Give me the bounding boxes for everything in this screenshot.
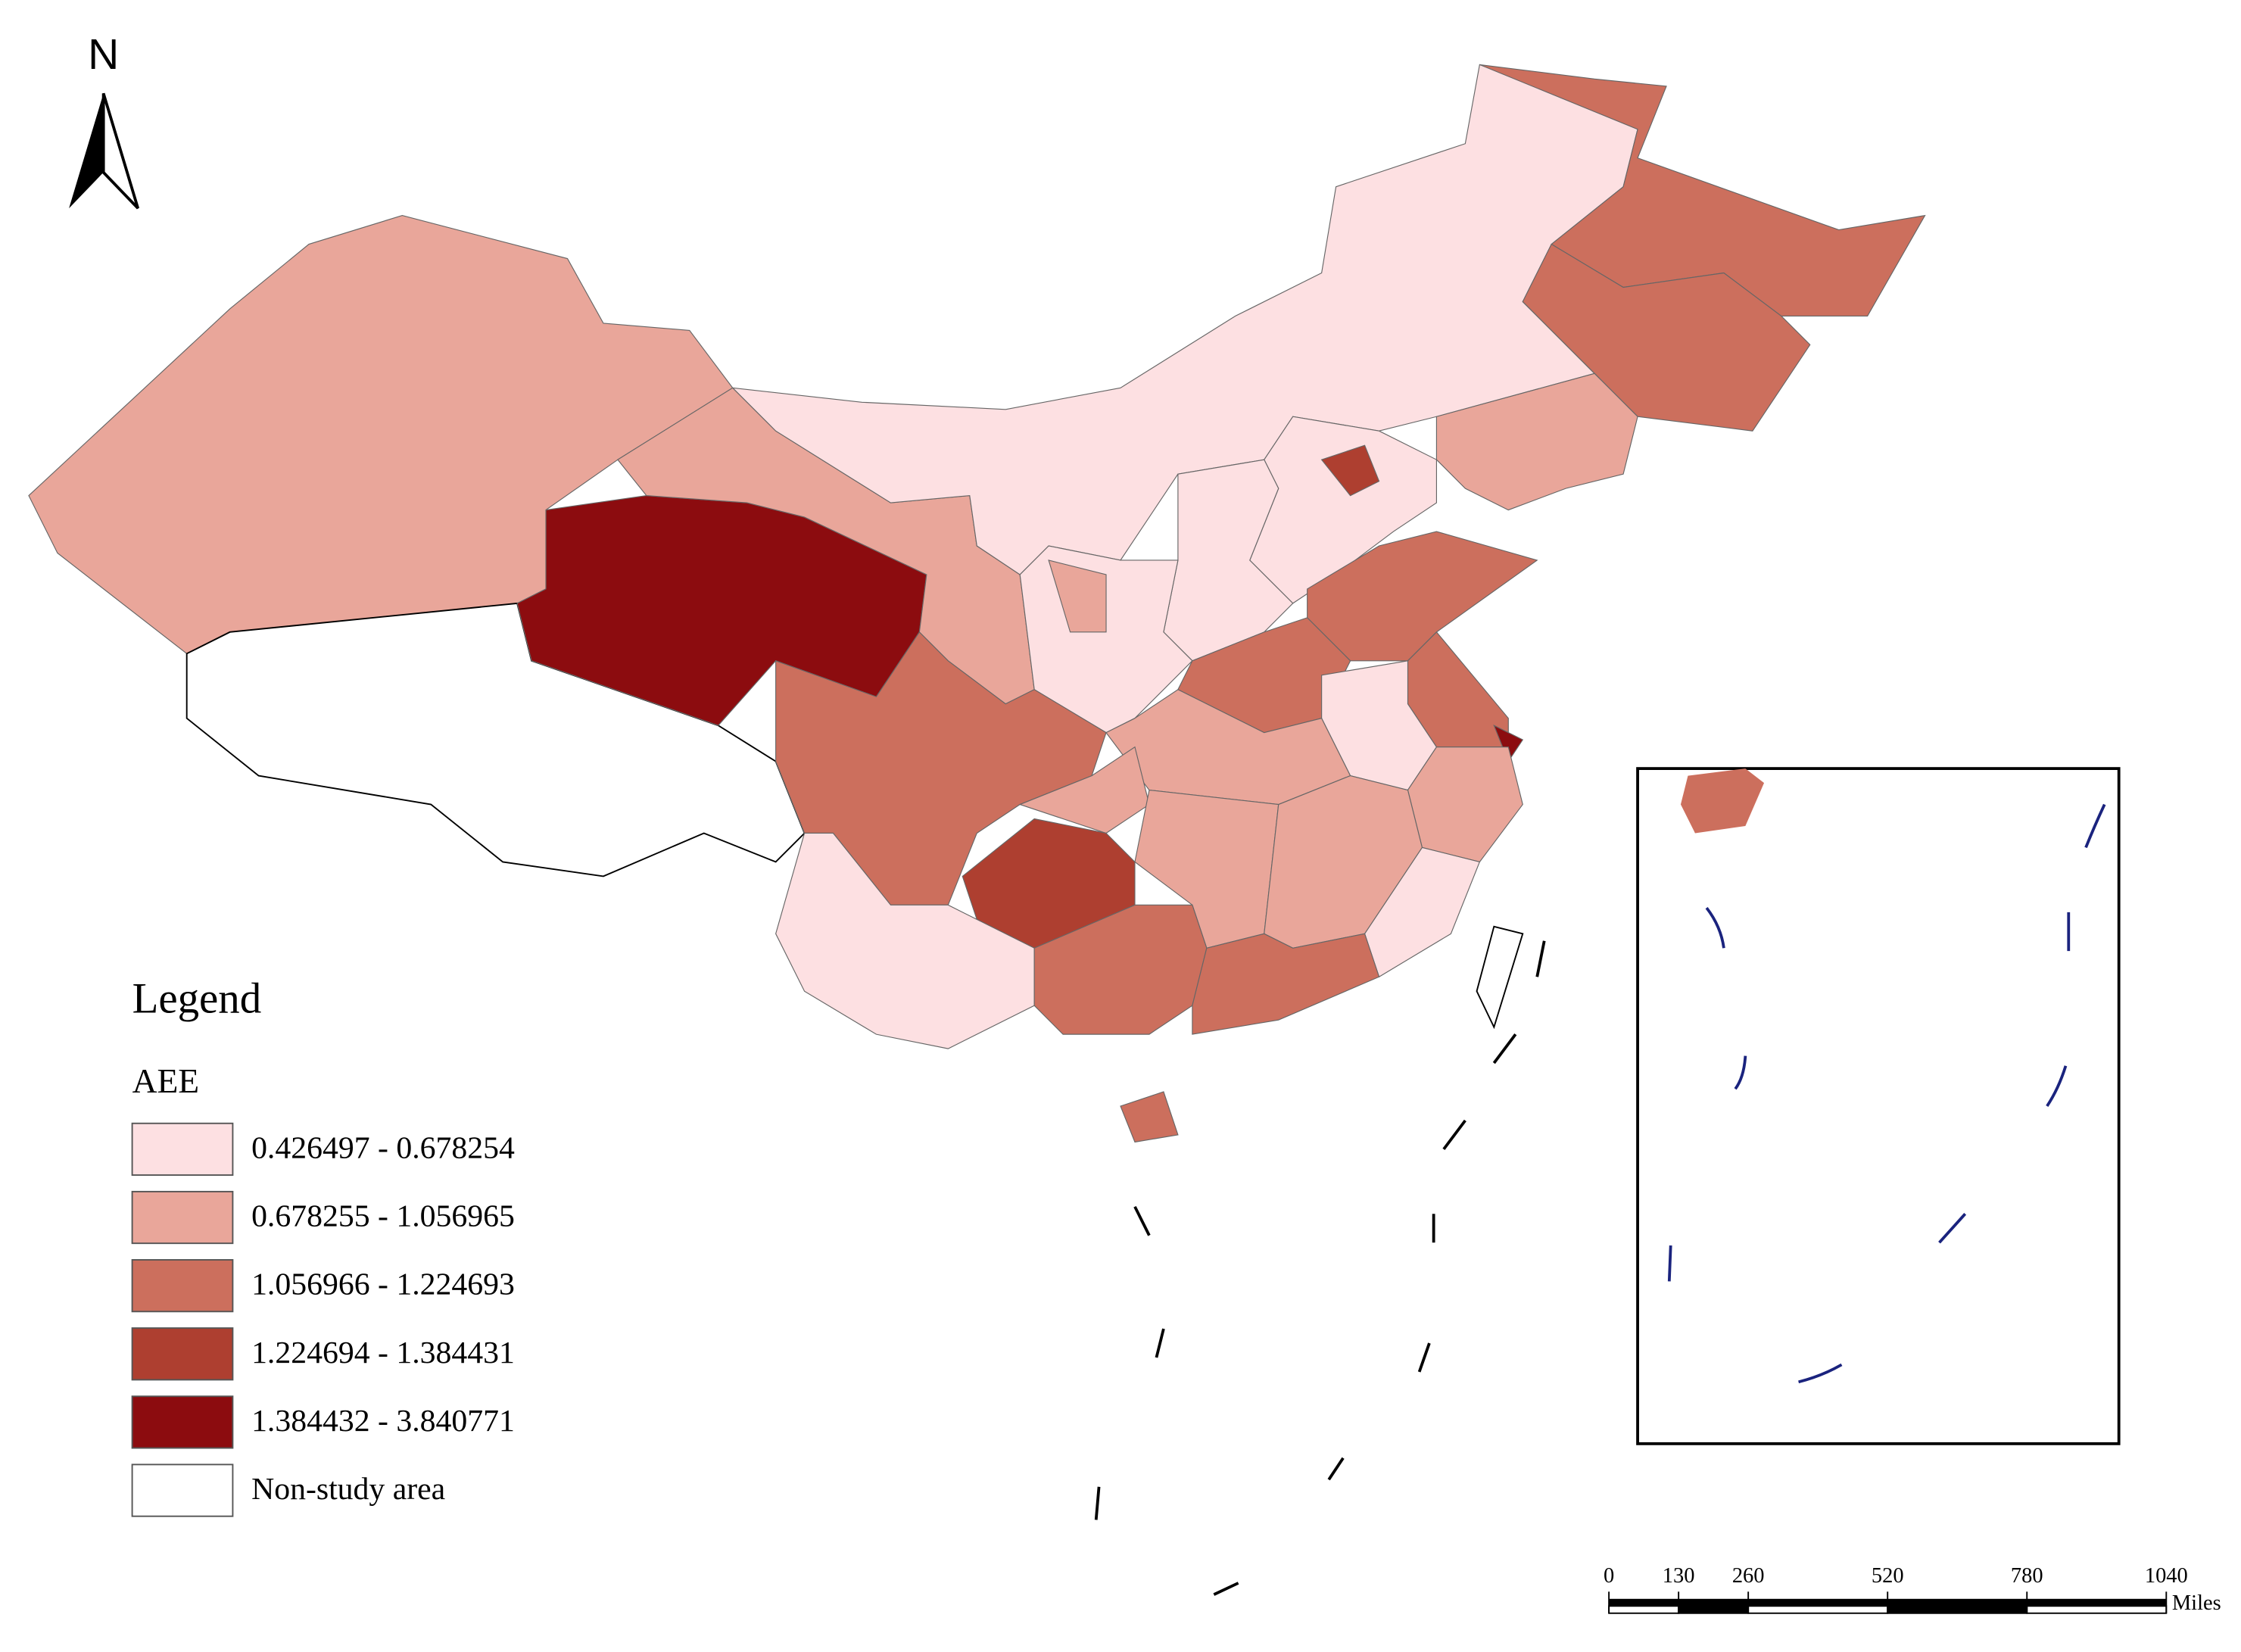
province bbox=[1435, 372, 1638, 511]
scale-segment bbox=[1887, 1598, 2027, 1607]
boundary-dashes bbox=[1094, 940, 1546, 1596]
scale-segment bbox=[2026, 1605, 2168, 1614]
legend-swatch bbox=[131, 1259, 234, 1313]
legend-label: 0.426497 - 0.678254 bbox=[251, 1130, 515, 1165]
province bbox=[1479, 64, 1926, 316]
legend-title: Legend bbox=[132, 974, 262, 1022]
legend-swatch bbox=[131, 1395, 234, 1449]
legend-label: 0.678255 - 1.056965 bbox=[251, 1199, 515, 1234]
scale-segment bbox=[1609, 1598, 1679, 1607]
province bbox=[1493, 725, 1524, 762]
legend-swatch bbox=[131, 1190, 234, 1245]
scale-label: 260 bbox=[1732, 1564, 1765, 1588]
inset-dashes bbox=[1667, 803, 2106, 1384]
scale-label: 0 bbox=[1604, 1564, 1614, 1588]
scale-segment bbox=[1678, 1598, 1749, 1607]
province bbox=[1192, 933, 1380, 1035]
legend-swatch bbox=[131, 1463, 234, 1517]
legend: 0.426497 - 0.678254 0.678255 - 1.056965 1.… bbox=[131, 1122, 515, 1517]
legend-label: 1.056966 - 1.224693 bbox=[251, 1267, 515, 1302]
legend-label: 1.224694 - 1.384431 bbox=[251, 1336, 515, 1370]
province bbox=[1364, 846, 1481, 978]
province bbox=[1048, 559, 1107, 633]
legend-swatch bbox=[131, 1327, 234, 1381]
north-label: N bbox=[88, 30, 119, 79]
scale-segment bbox=[1608, 1605, 1680, 1614]
legend-label: Non-study area bbox=[251, 1472, 445, 1507]
scale-label: 780 bbox=[2011, 1564, 2043, 1588]
province bbox=[1407, 747, 1523, 863]
scale-segment bbox=[1678, 1605, 1750, 1614]
scale-label: 1040 bbox=[2145, 1564, 2188, 1588]
scale-segment bbox=[1747, 1605, 1889, 1614]
legend-label: 1.384432 - 3.840771 bbox=[251, 1404, 515, 1438]
north-arrow: N bbox=[69, 30, 140, 210]
scale-unit: Miles bbox=[2172, 1591, 2221, 1615]
province bbox=[1120, 1091, 1179, 1143]
scale-label: 130 bbox=[1663, 1564, 1695, 1588]
island bbox=[1476, 925, 1524, 1030]
regions bbox=[28, 64, 1926, 1143]
scale-segment bbox=[1887, 1605, 2028, 1614]
inset-frame bbox=[1636, 767, 2121, 1445]
scale-segment bbox=[1748, 1598, 1888, 1607]
legend-field: AEE bbox=[132, 1061, 199, 1100]
province bbox=[1320, 444, 1380, 497]
legend-swatch bbox=[131, 1122, 234, 1177]
inset-island bbox=[1680, 768, 1765, 834]
scale-bar: 0 130 260 520 780 1040 Miles bbox=[1604, 1564, 2221, 1615]
scale-segment bbox=[2027, 1598, 2167, 1607]
scale-label: 520 bbox=[1872, 1564, 1904, 1588]
